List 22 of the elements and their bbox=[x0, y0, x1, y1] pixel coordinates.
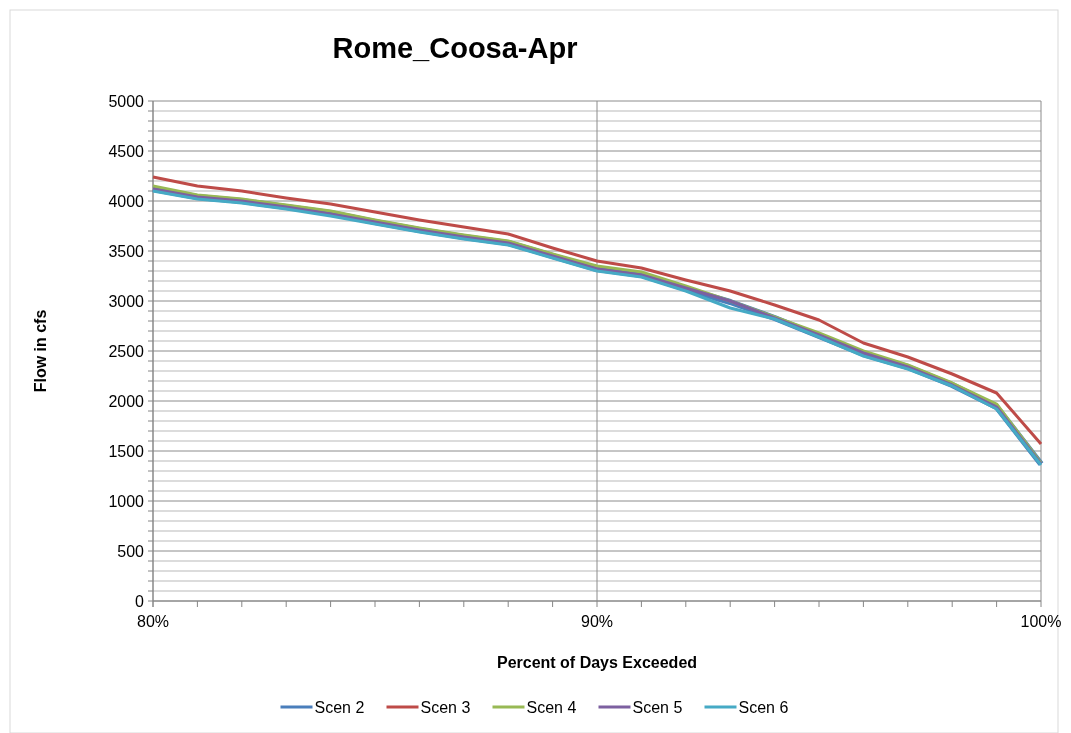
y-axis-title: Flow in cfs bbox=[32, 309, 49, 393]
y-tick-label: 2500 bbox=[108, 342, 145, 360]
legend-label: Scen 4 bbox=[526, 698, 577, 716]
y-tick-label: 1500 bbox=[108, 442, 145, 460]
y-tick-label: 2000 bbox=[108, 392, 145, 410]
y-tick-label: 3500 bbox=[108, 242, 145, 260]
x-tick-label: 90% bbox=[580, 613, 614, 630]
legend-label: Scen 6 bbox=[738, 698, 789, 716]
y-tick-label: 4500 bbox=[108, 142, 145, 160]
legend-label: Scen 5 bbox=[632, 698, 683, 716]
chart-title: Rome_Coosa-Apr bbox=[332, 32, 578, 64]
x-axis-title: Percent of Days Exceeded bbox=[496, 654, 698, 671]
y-tick-label: 4000 bbox=[108, 192, 145, 210]
y-tick-label: 500 bbox=[117, 542, 145, 560]
y-tick-label: 5000 bbox=[108, 92, 145, 110]
y-tick-label: 0 bbox=[135, 592, 145, 610]
x-tick-label: 80% bbox=[136, 613, 170, 630]
legend-label: Scen 3 bbox=[420, 698, 471, 716]
legend-label: Scen 2 bbox=[314, 698, 365, 716]
y-tick-label: 3000 bbox=[108, 292, 145, 310]
y-tick-label: 1000 bbox=[108, 492, 145, 510]
x-tick-label: 100% bbox=[1020, 613, 1062, 630]
